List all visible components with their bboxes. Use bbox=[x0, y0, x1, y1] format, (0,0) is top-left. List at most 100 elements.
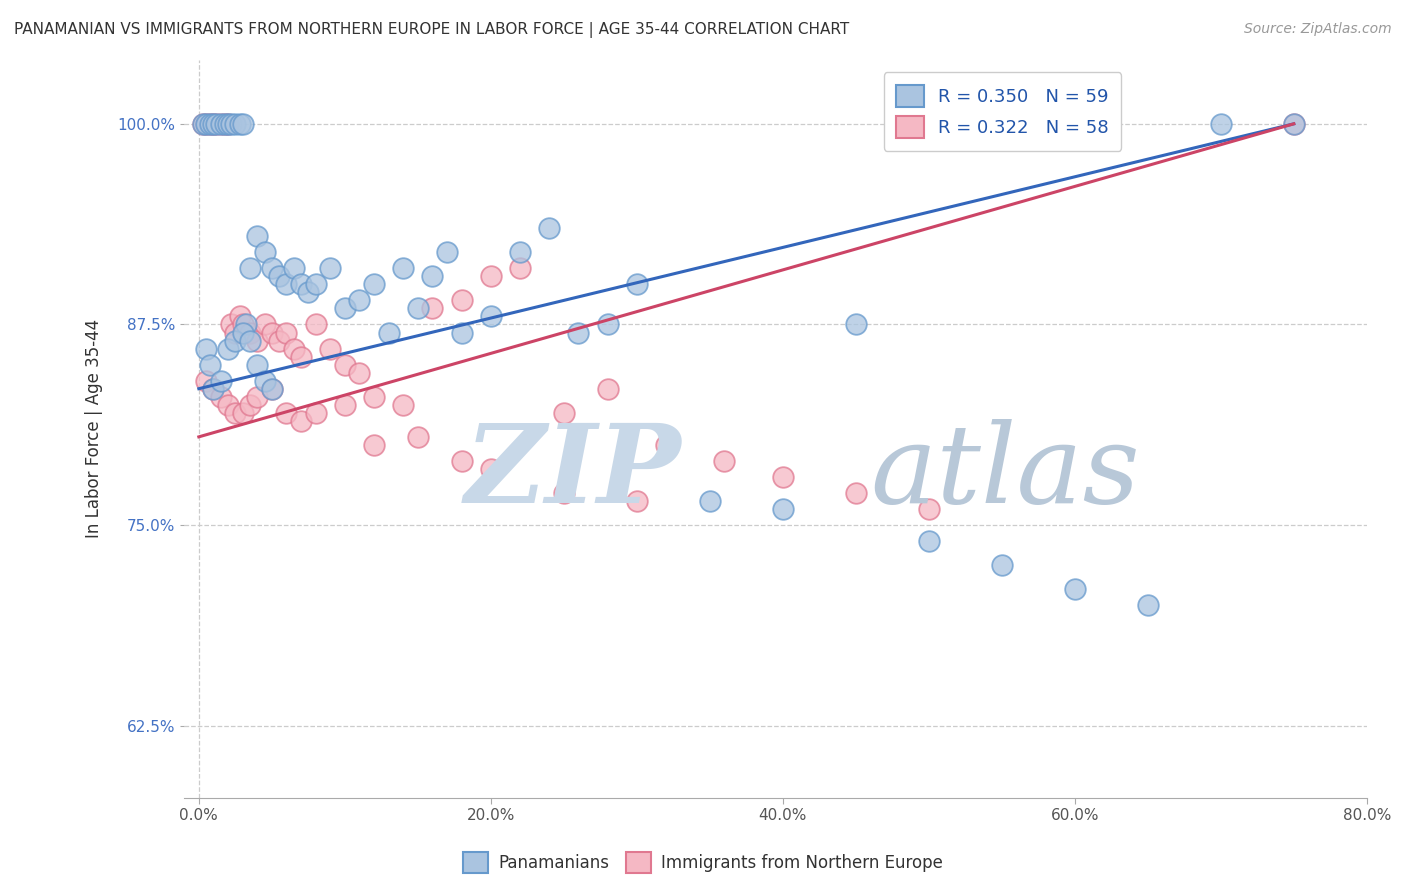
Point bbox=[333, 358, 356, 372]
Point bbox=[260, 382, 283, 396]
Point bbox=[349, 366, 371, 380]
Text: PANAMANIAN VS IMMIGRANTS FROM NORTHERN EUROPE IN LABOR FORCE | AGE 35-44 CORRELA: PANAMANIAN VS IMMIGRANTS FROM NORTHERN E… bbox=[14, 22, 849, 38]
Point bbox=[246, 358, 269, 372]
Point bbox=[224, 117, 246, 131]
Point bbox=[224, 326, 246, 340]
Point bbox=[918, 534, 941, 549]
Point bbox=[392, 261, 415, 276]
Point bbox=[219, 318, 242, 332]
Point bbox=[202, 117, 225, 131]
Point bbox=[538, 221, 561, 235]
Point bbox=[596, 382, 619, 396]
Point bbox=[195, 117, 218, 131]
Point bbox=[991, 117, 1014, 131]
Point bbox=[290, 350, 312, 364]
Point bbox=[276, 406, 298, 420]
Point bbox=[195, 117, 218, 131]
Point bbox=[232, 326, 254, 340]
Point bbox=[1282, 117, 1305, 131]
Point bbox=[596, 318, 619, 332]
Point bbox=[319, 261, 342, 276]
Point bbox=[509, 261, 531, 276]
Point bbox=[276, 326, 298, 340]
Point bbox=[772, 502, 794, 516]
Point bbox=[553, 406, 575, 420]
Point bbox=[567, 326, 589, 340]
Point bbox=[553, 486, 575, 500]
Point bbox=[406, 301, 429, 316]
Point bbox=[224, 406, 246, 420]
Point bbox=[239, 326, 262, 340]
Point bbox=[239, 334, 262, 348]
Point bbox=[363, 277, 385, 292]
Point bbox=[1063, 582, 1085, 597]
Point bbox=[290, 414, 312, 428]
Y-axis label: In Labor Force | Age 35-44: In Labor Force | Age 35-44 bbox=[86, 319, 103, 539]
Point bbox=[202, 382, 225, 396]
Point bbox=[283, 261, 305, 276]
Point bbox=[991, 558, 1014, 573]
Point bbox=[304, 277, 326, 292]
Point bbox=[363, 438, 385, 452]
Point bbox=[283, 342, 305, 356]
Point bbox=[253, 374, 276, 388]
Point bbox=[200, 117, 222, 131]
Point bbox=[214, 117, 236, 131]
Point bbox=[239, 261, 262, 276]
Point bbox=[260, 382, 283, 396]
Point bbox=[202, 117, 225, 131]
Point bbox=[845, 318, 868, 332]
Point bbox=[202, 382, 225, 396]
Point bbox=[228, 117, 250, 131]
Point bbox=[626, 494, 648, 508]
Point bbox=[217, 117, 239, 131]
Point bbox=[626, 277, 648, 292]
Point bbox=[195, 374, 218, 388]
Point bbox=[239, 398, 262, 412]
Point bbox=[195, 342, 218, 356]
Point bbox=[436, 245, 458, 260]
Point bbox=[699, 494, 721, 508]
Point bbox=[219, 117, 242, 131]
Point bbox=[269, 334, 291, 348]
Point bbox=[392, 398, 415, 412]
Point bbox=[450, 293, 472, 308]
Point bbox=[479, 269, 502, 284]
Point bbox=[422, 269, 444, 284]
Point bbox=[193, 117, 215, 131]
Point bbox=[479, 310, 502, 324]
Point bbox=[260, 326, 283, 340]
Point bbox=[214, 117, 236, 131]
Point bbox=[246, 390, 269, 404]
Text: ZIP: ZIP bbox=[464, 419, 681, 527]
Point bbox=[232, 117, 254, 131]
Point bbox=[297, 285, 319, 300]
Point bbox=[918, 502, 941, 516]
Point bbox=[200, 358, 222, 372]
Point bbox=[224, 334, 246, 348]
Point bbox=[713, 454, 735, 468]
Point bbox=[260, 261, 283, 276]
Point bbox=[209, 390, 232, 404]
Legend: R = 0.350   N = 59, R = 0.322   N = 58: R = 0.350 N = 59, R = 0.322 N = 58 bbox=[884, 72, 1121, 151]
Text: Source: ZipAtlas.com: Source: ZipAtlas.com bbox=[1244, 22, 1392, 37]
Point bbox=[200, 117, 222, 131]
Point bbox=[217, 342, 239, 356]
Point bbox=[253, 318, 276, 332]
Point bbox=[422, 301, 444, 316]
Point bbox=[655, 438, 678, 452]
Point bbox=[319, 342, 342, 356]
Point bbox=[276, 277, 298, 292]
Point bbox=[209, 374, 232, 388]
Point bbox=[845, 486, 868, 500]
Point bbox=[269, 269, 291, 284]
Point bbox=[246, 229, 269, 244]
Point bbox=[232, 406, 254, 420]
Point bbox=[209, 117, 232, 131]
Point bbox=[1136, 599, 1159, 613]
Text: atlas: atlas bbox=[870, 419, 1140, 527]
Point bbox=[333, 398, 356, 412]
Point bbox=[232, 318, 254, 332]
Point bbox=[1282, 117, 1305, 131]
Point bbox=[333, 301, 356, 316]
